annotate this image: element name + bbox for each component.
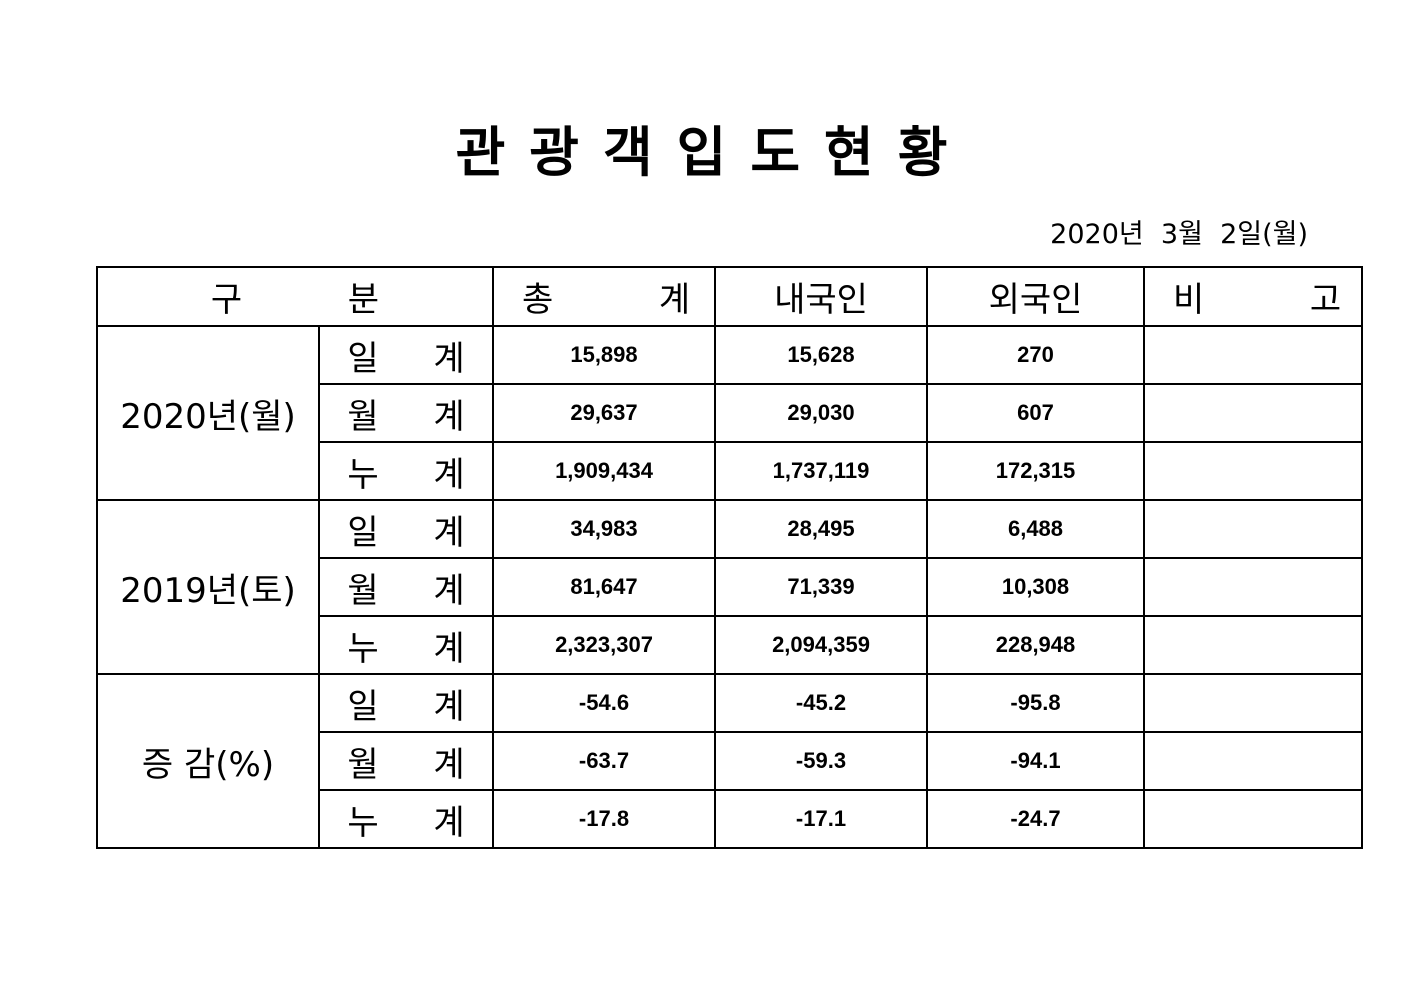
table-row: 월 계 -63.7 -59.3 -94.1 — [97, 731, 1363, 791]
cell-total: 81,647 — [492, 557, 716, 617]
cell-remarks — [1143, 789, 1363, 849]
group-label: 증 감(%) — [96, 673, 320, 849]
cell-total: 1,909,434 — [492, 441, 716, 501]
cell-domestic: 28,495 — [714, 499, 928, 559]
header-foreign: 외국인 — [926, 266, 1145, 327]
cell-remarks — [1143, 499, 1363, 559]
cell-foreign: 6,488 — [926, 499, 1145, 559]
table-row: 2019년(토) 일 계 34,983 28,495 6,488 — [96, 499, 1363, 675]
title-char: 입 — [676, 121, 727, 184]
row-label: 월 계 — [318, 731, 494, 791]
row-label: 월 계 — [318, 557, 494, 617]
cell-domestic: -59.3 — [714, 731, 928, 791]
table-row: 2020년(월) 일 계 15,898 15,628 270 — [96, 325, 1363, 501]
cell-total: 15,898 — [492, 325, 716, 385]
row-label: 일 계 — [318, 673, 494, 733]
cell-remarks — [1143, 325, 1363, 385]
cell-remarks — [1143, 731, 1363, 791]
group-label: 2020년(월) — [96, 325, 320, 501]
table-row: 월 계 81,647 71,339 10,308 — [97, 557, 1363, 617]
cell-domestic: 15,628 — [714, 325, 928, 385]
row-label: 일 계 — [318, 325, 494, 385]
header-domestic: 내국인 — [714, 266, 928, 327]
report-date: 2020년 3월 2일(월) — [1050, 219, 1308, 250]
table-row: 누 계 2,323,307 2,094,359 228,948 — [97, 615, 1363, 675]
cell-domestic: 1,737,119 — [714, 441, 928, 501]
cell-domestic: 71,339 — [714, 557, 928, 617]
row-label: 월 계 — [318, 383, 494, 443]
cell-total: -17.8 — [492, 789, 716, 849]
row-label: 누 계 — [318, 789, 494, 849]
row-label: 일 계 — [318, 499, 494, 559]
group-label: 2019년(토) — [96, 499, 320, 675]
visitor-stats-table: 구 분 총 계 내국인 외국인 비 고 2020년(월) 일 계 15,898 … — [96, 266, 1363, 849]
cell-remarks — [1143, 673, 1363, 733]
row-label: 누 계 — [318, 441, 494, 501]
cell-remarks — [1143, 615, 1363, 675]
table-row: 누 계 1,909,434 1,737,119 172,315 — [97, 441, 1363, 501]
cell-total: 29,637 — [492, 383, 716, 443]
header-total: 총 계 — [492, 266, 716, 327]
cell-remarks — [1143, 383, 1363, 443]
header-remarks: 비 고 — [1143, 266, 1363, 327]
title-char: 현 — [824, 121, 874, 184]
header-row: 구 분 총 계 내국인 외국인 비 고 — [96, 266, 1363, 327]
title-char: 광 — [529, 121, 579, 184]
row-label: 누 계 — [318, 615, 494, 675]
cell-foreign: -94.1 — [926, 731, 1145, 791]
cell-foreign: -24.7 — [926, 789, 1145, 849]
title-char: 객 — [602, 121, 653, 184]
cell-domestic: 2,094,359 — [714, 615, 928, 675]
cell-remarks — [1143, 557, 1363, 617]
cell-total: 34,983 — [492, 499, 716, 559]
table-row: 증 감(%) 일 계 -54.6 -45.2 -95.8 — [96, 673, 1363, 849]
header-category: 구 분 — [96, 266, 494, 327]
cell-domestic: -17.1 — [714, 789, 928, 849]
cell-foreign: 10,308 — [926, 557, 1145, 617]
cell-foreign: 228,948 — [926, 615, 1145, 675]
title-char: 황 — [897, 121, 948, 184]
title-char: 도 — [750, 121, 801, 184]
cell-foreign: 607 — [926, 383, 1145, 443]
table-row: 누 계 -17.8 -17.1 -24.7 — [97, 789, 1363, 849]
cell-foreign: -95.8 — [926, 673, 1145, 733]
cell-domestic: 29,030 — [714, 383, 928, 443]
cell-remarks — [1143, 441, 1363, 501]
title-char: 관 — [455, 121, 506, 184]
cell-total: 2,323,307 — [492, 615, 716, 675]
table-row: 월 계 29,637 29,030 607 — [97, 383, 1363, 443]
cell-foreign: 270 — [926, 325, 1145, 385]
cell-domestic: -45.2 — [714, 673, 928, 733]
cell-foreign: 172,315 — [926, 441, 1145, 501]
cell-total: -54.6 — [492, 673, 716, 733]
cell-total: -63.7 — [492, 731, 716, 791]
